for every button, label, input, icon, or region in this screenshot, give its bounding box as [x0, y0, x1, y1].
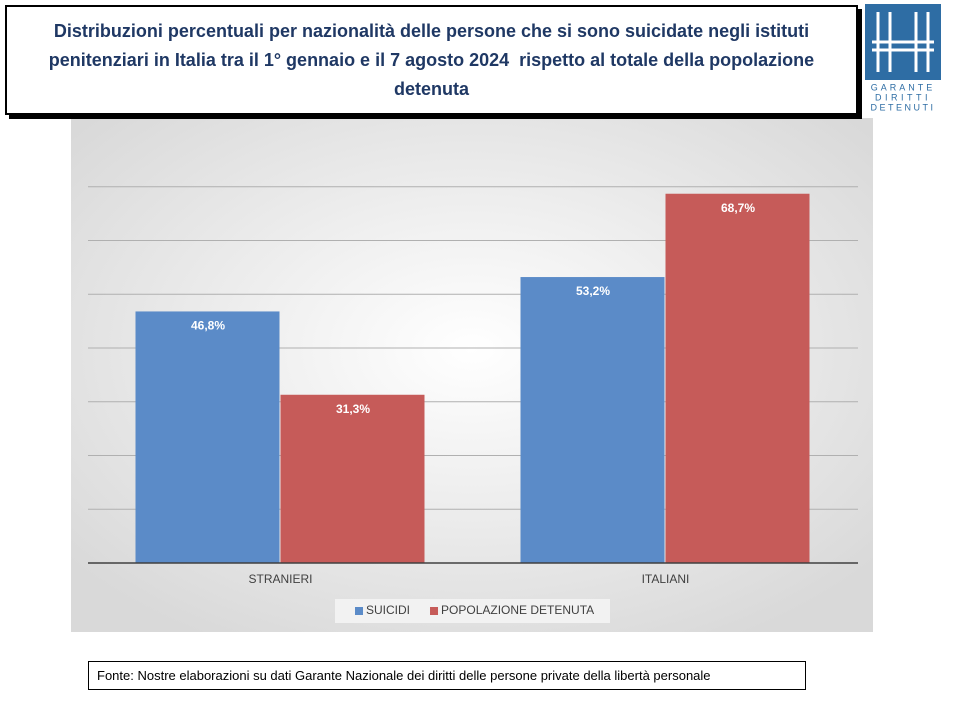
- legend-swatch: [430, 607, 439, 615]
- logo-text: GARANTE: [871, 82, 936, 92]
- logo-text: DIRITTI: [875, 92, 931, 102]
- source-note: Fonte: Nostre elaborazioni su dati Garan…: [88, 661, 806, 690]
- x-tick-label: ITALIANI: [642, 572, 690, 586]
- legend-label: SUICIDI: [366, 603, 410, 617]
- x-tick-label: STRANIERI: [248, 572, 312, 586]
- logo-text: DETENUTI: [871, 102, 936, 112]
- legend-swatch: [355, 607, 363, 615]
- bar: [280, 394, 425, 563]
- logo-mark: [872, 12, 934, 72]
- bar: [135, 311, 280, 563]
- chart-title: Distribuzioni percentuali per nazionalit…: [5, 5, 858, 115]
- data-label: 46,8%: [191, 319, 225, 333]
- legend-box: [335, 599, 610, 623]
- data-label: 53,2%: [576, 284, 610, 298]
- bar: [665, 193, 810, 564]
- bar: [520, 277, 665, 563]
- logo: GARANTE DIRITTI DETENUTI: [865, 4, 941, 112]
- legend-label: POPOLAZIONE DETENUTA: [441, 603, 594, 617]
- data-label: 68,7%: [721, 201, 755, 215]
- data-label: 31,3%: [336, 402, 370, 416]
